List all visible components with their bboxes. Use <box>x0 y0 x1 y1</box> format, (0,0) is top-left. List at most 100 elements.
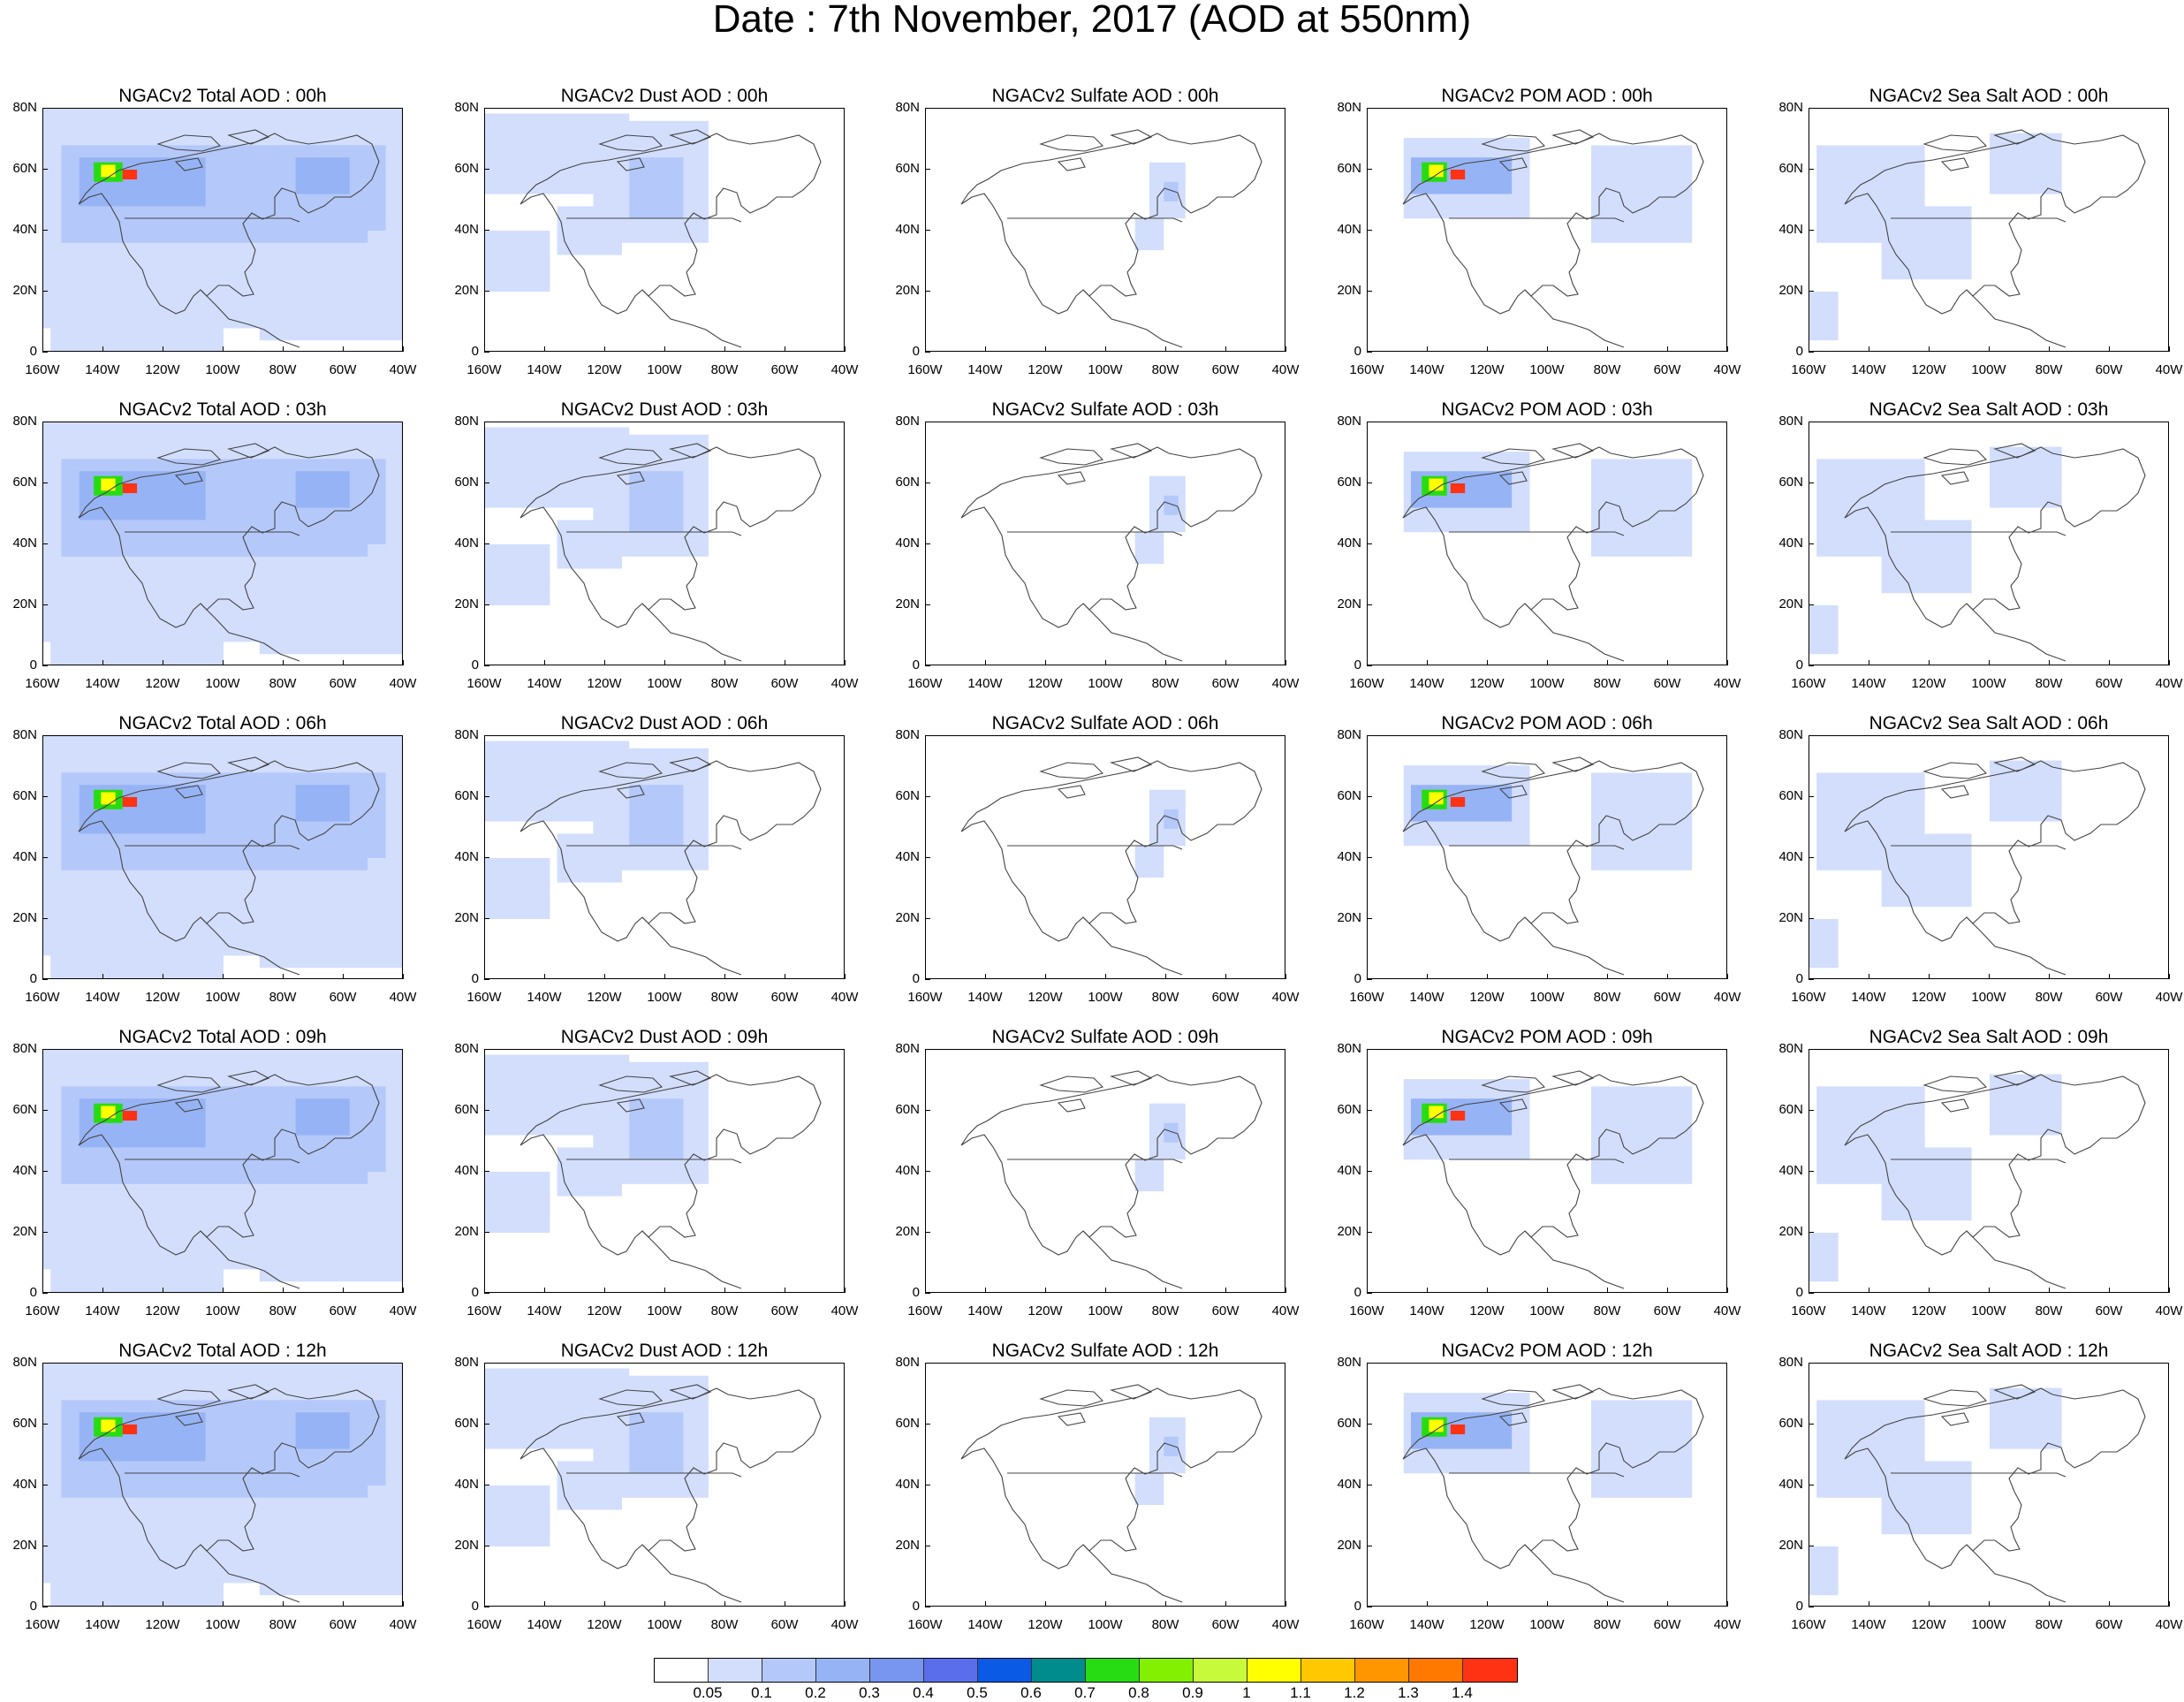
lat-tick <box>1809 543 1814 544</box>
coastline <box>519 760 822 942</box>
lon-label: 120W <box>587 362 622 377</box>
lon-tick <box>985 660 986 665</box>
colorbar-label: 0.4 <box>913 1684 934 1701</box>
coastline <box>1966 1230 2066 1289</box>
lat-label: 40N <box>895 1163 920 1178</box>
colorbar-swatch <box>1463 1659 1517 1682</box>
aod-field-cell <box>557 1147 623 1197</box>
colorbar-label: 1.2 <box>1344 1684 1365 1701</box>
lon-label: 60W <box>2095 1303 2123 1318</box>
aod-field-cell <box>1429 1106 1444 1119</box>
aod-map <box>1402 129 1704 348</box>
lon-tick <box>403 1601 404 1607</box>
lat-label: 60N <box>1778 1416 1803 1431</box>
aod-field-cell <box>1990 133 2062 194</box>
lat-label: 80N <box>12 727 37 742</box>
lon-tick <box>1285 346 1286 352</box>
coastline <box>1449 1159 1625 1164</box>
lat-tick <box>1809 604 1814 605</box>
lon-tick <box>42 1288 43 1293</box>
aod-map <box>485 1054 822 1289</box>
coastline <box>1007 845 1183 850</box>
lon-label: 140W <box>1409 362 1445 377</box>
lon-tick <box>1727 1601 1728 1607</box>
map-frame <box>484 1363 845 1607</box>
lon-tick <box>544 1288 545 1293</box>
lat-label: 60N <box>895 788 920 803</box>
aod-field-cell <box>122 483 138 494</box>
lat-label: 20N <box>1337 283 1361 298</box>
lon-label: 80W <box>1593 676 1621 691</box>
lon-label: 160W <box>1349 1617 1384 1632</box>
lat-label: 20N <box>454 1538 479 1553</box>
lat-label: 20N <box>12 596 37 612</box>
lat-label: 40N <box>454 1477 479 1492</box>
lat-label: 40N <box>1337 1163 1361 1178</box>
coastline <box>125 1472 300 1478</box>
lon-tick <box>2049 974 2050 979</box>
lon-label: 60W <box>2095 362 2123 377</box>
aod-field-cell <box>557 833 623 883</box>
lon-label: 120W <box>1028 1617 1063 1632</box>
lat-label: 40N <box>895 222 920 237</box>
lon-tick <box>1427 660 1428 665</box>
lat-label: 40N <box>1337 849 1361 864</box>
lat-tick <box>925 543 930 544</box>
lon-tick <box>1989 1288 1990 1293</box>
coastline <box>1891 845 2066 850</box>
lat-label: 40N <box>1337 536 1361 551</box>
lon-label: 40W <box>2155 1617 2183 1632</box>
lat-tick <box>1367 1110 1372 1111</box>
aod-field-cell <box>1809 292 1839 341</box>
aod-field-cell <box>295 1098 350 1136</box>
map-panel: NGACv2 Dust AOD : 00h 80N 60N 40N 20N 0 160W 14… <box>454 87 858 377</box>
lon-tick <box>604 1601 605 1607</box>
lat-label: 0 <box>1354 1599 1361 1614</box>
colorbar-swatch <box>655 1659 709 1682</box>
colorbar-swatch <box>924 1659 978 1682</box>
lon-label: 140W <box>967 362 1003 377</box>
lat-label: 80N <box>895 1355 920 1370</box>
lon-tick <box>845 346 846 352</box>
lon-tick <box>2109 1601 2110 1607</box>
lon-tick <box>1989 660 1990 665</box>
lat-tick <box>1367 482 1372 483</box>
lon-tick <box>1607 1601 1608 1607</box>
aod-field-cell <box>1134 1473 1164 1506</box>
lon-label: 80W <box>710 362 739 377</box>
aod-map <box>1809 129 2146 348</box>
panel-title: NGACv2 Sea Salt AOD : 00h <box>1869 86 2109 106</box>
aod-field-cell <box>1164 1436 1179 1456</box>
lon-label: 40W <box>830 990 859 1005</box>
colorbar-label: 0.7 <box>1074 1684 1096 1701</box>
lon-tick <box>1367 1288 1368 1293</box>
lat-label: 60N <box>1778 161 1803 176</box>
lon-tick <box>985 1601 986 1607</box>
lat-tick <box>1809 1110 1814 1111</box>
lat-label: 80N <box>895 727 920 742</box>
lon-tick <box>845 1288 846 1293</box>
lon-tick <box>403 346 404 352</box>
lon-label: 160W <box>907 1617 943 1632</box>
lon-label: 40W <box>1271 1617 1300 1632</box>
lon-label: 40W <box>2155 990 2183 1005</box>
lat-label: 0 <box>912 1285 920 1300</box>
lon-tick <box>2109 1288 2110 1293</box>
lon-label: 140W <box>1851 362 1886 377</box>
lon-label: 80W <box>1151 1617 1179 1632</box>
aod-field-cell <box>629 157 684 219</box>
lon-tick <box>1225 974 1226 979</box>
coastline <box>156 443 270 485</box>
lon-tick <box>985 974 986 979</box>
coastline <box>1039 1384 1153 1426</box>
lon-tick <box>2109 346 2110 352</box>
lat-tick <box>484 291 489 292</box>
lat-label: 80N <box>1778 1041 1803 1056</box>
colorbar-label: 0.5 <box>967 1684 988 1701</box>
panel-title: NGACv2 POM AOD : 03h <box>1441 399 1653 420</box>
lat-tick <box>1809 1363 1814 1364</box>
lat-tick <box>42 1232 48 1233</box>
lon-tick <box>1989 1601 1990 1607</box>
colorbar-label: 1 <box>1242 1684 1251 1701</box>
coastline <box>1891 1472 2066 1478</box>
